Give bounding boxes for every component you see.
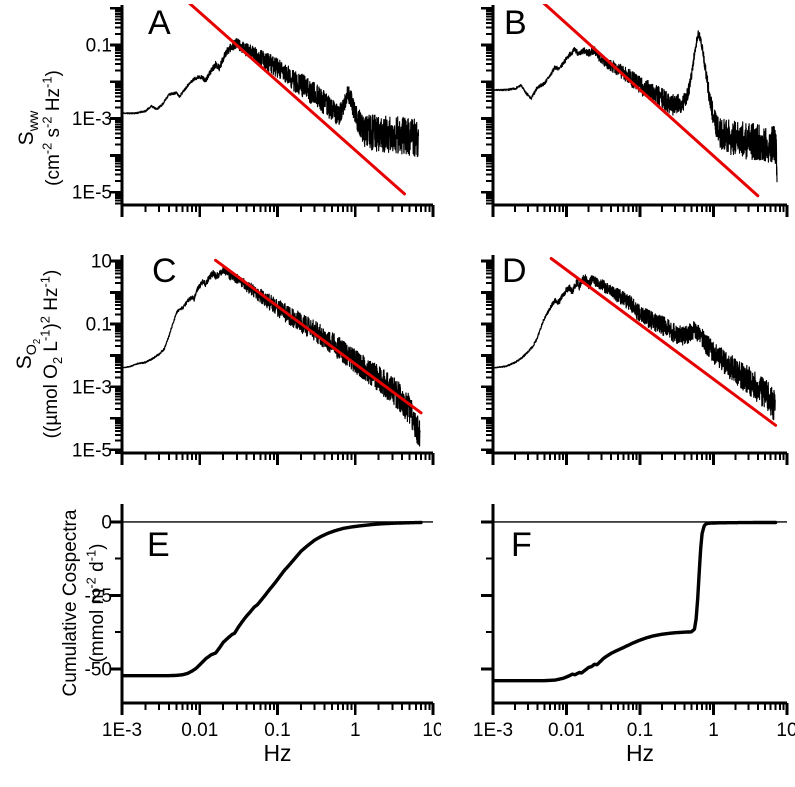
panel-e-plot: 0 -25 -50 1E-3 0.01 0.1 1 10 (67, 500, 441, 759)
panel-d-plot (438, 251, 795, 509)
svg-text:0.1: 0.1 (627, 720, 653, 741)
panel-b-label: B (504, 4, 527, 42)
svg-text:0.1: 0.1 (86, 36, 112, 57)
y-axis-units-row2: ((µmol O2 L-1)2 Hz-1) (37, 269, 65, 439)
panel-e-label: E (147, 526, 170, 564)
panel-a-plot: 0.1 1E-3 1E-5 (67, 1, 441, 261)
svg-text:0.1: 0.1 (264, 720, 290, 741)
svg-text:1E-3: 1E-3 (72, 377, 112, 398)
y-axis-symbol-so2: SO2 (12, 338, 44, 370)
panel-d-label: D (502, 252, 527, 290)
svg-text:1E-3: 1E-3 (102, 720, 142, 741)
panel-c-label: C (152, 252, 177, 290)
svg-text:1: 1 (350, 720, 361, 741)
svg-text:1: 1 (708, 720, 719, 741)
panel-a-label: A (148, 4, 171, 42)
svg-text:-50: -50 (85, 659, 112, 680)
y-axis-title-row2: SO2 ((µmol O2 L-1)2 Hz-1) (11, 219, 65, 489)
svg-text:1E-5: 1E-5 (72, 440, 112, 461)
svg-text:0.1: 0.1 (86, 314, 112, 335)
svg-text:10: 10 (422, 720, 441, 741)
x-axis-title-right: Hz (625, 740, 655, 766)
svg-text:10: 10 (91, 252, 112, 273)
svg-text:1E-3: 1E-3 (72, 109, 112, 130)
panel-c-plot: 10 0.1 1E-3 1E-5 (67, 251, 441, 509)
svg-text:-25: -25 (85, 586, 112, 607)
panel-f-label: F (511, 526, 532, 564)
svg-text:0.01: 0.01 (181, 720, 218, 741)
svg-text:10: 10 (776, 720, 795, 741)
svg-text:1E-3: 1E-3 (473, 720, 513, 741)
panel-f-plot: 1E-3 0.01 0.1 1 10 (438, 500, 795, 759)
svg-text:0.01: 0.01 (548, 720, 585, 741)
svg-text:1E-5: 1E-5 (72, 183, 112, 204)
panel-b-plot (438, 1, 795, 261)
svg-text:0: 0 (101, 512, 112, 533)
x-axis-title-left: Hz (263, 740, 292, 766)
